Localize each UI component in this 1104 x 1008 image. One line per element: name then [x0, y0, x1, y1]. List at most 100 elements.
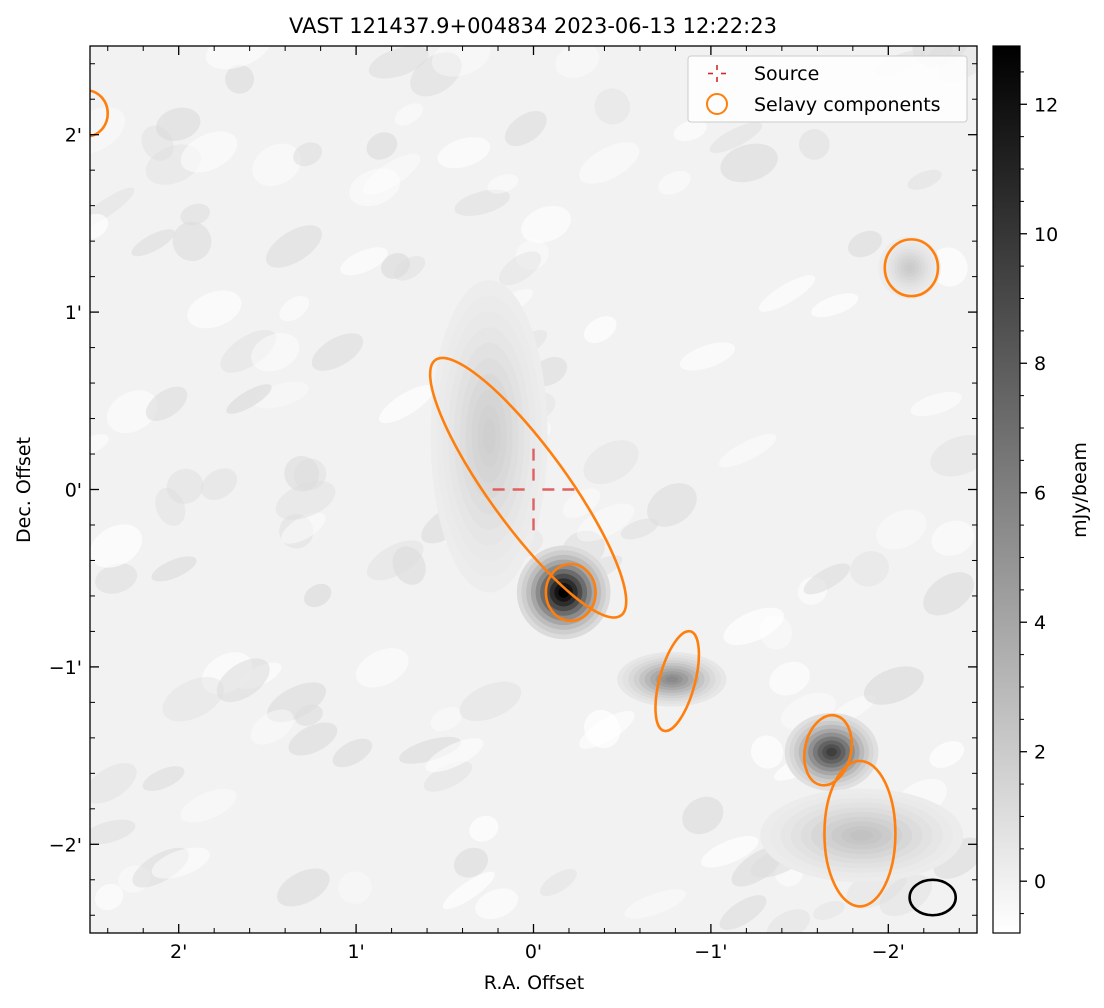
noise-patch	[279, 514, 314, 549]
emission-peak	[482, 418, 496, 455]
noise-patch	[166, 468, 204, 504]
noise-patch	[338, 871, 372, 904]
noise-patch	[469, 815, 499, 842]
noise-patch	[487, 174, 519, 194]
x-tick-label: −2'	[872, 941, 905, 963]
y-tick-label: 0'	[65, 480, 82, 502]
selavy-components-layer	[90, 89, 940, 908]
noise-patch	[201, 468, 238, 501]
source-marker	[487, 443, 580, 536]
noise-patch	[155, 487, 186, 526]
noise-patch	[366, 540, 424, 581]
noise-patch	[151, 847, 210, 879]
colorbar-gradient	[992, 45, 1021, 934]
noise-patch	[475, 888, 519, 920]
noise-patch	[267, 682, 326, 723]
noise-patch	[368, 46, 429, 79]
colorbar-tick-label: 2	[1034, 742, 1046, 764]
noise-patch	[811, 293, 859, 318]
noise-patch	[863, 666, 924, 705]
noise-patch	[381, 253, 411, 279]
noise-patch	[131, 229, 175, 257]
x-axis-label: R.A. Offset	[484, 972, 584, 994]
noise-patch	[423, 761, 473, 792]
figure-title: VAST 121437.9+004834 2023-06-13 12:22:23	[289, 14, 777, 38]
noise-patch	[701, 835, 759, 868]
noise-patch	[284, 455, 320, 492]
noise-patch	[251, 333, 300, 372]
noise-patch	[90, 819, 136, 845]
noise-patch	[562, 488, 601, 519]
noise-patch	[555, 46, 600, 79]
noise-patch	[879, 874, 933, 917]
noise-patch	[459, 681, 522, 722]
noise-patch	[930, 247, 968, 287]
noise-patch	[172, 221, 212, 262]
noise-patch	[180, 131, 238, 173]
noise-patch	[442, 871, 495, 910]
colorbar-tick-label: 12	[1034, 94, 1058, 116]
noise-patch	[340, 247, 388, 276]
selavy-component-ellipse	[428, 356, 628, 619]
noise-patch	[378, 385, 434, 424]
noise-patch	[723, 607, 784, 646]
noise-patch	[813, 901, 845, 920]
noise-patch	[277, 868, 330, 907]
noise-patch	[769, 661, 810, 696]
emission-peak	[906, 264, 914, 272]
noise-patch	[250, 709, 294, 745]
emission-blob	[784, 713, 879, 792]
noise-patch	[594, 88, 631, 125]
emission-blob	[617, 651, 727, 707]
noise-patch	[392, 546, 426, 585]
emission-blob	[878, 236, 941, 299]
colorbar: 0 2 4 6 8 10 12 mJy/beam	[992, 45, 1091, 934]
noise-patch	[766, 909, 811, 933]
legend-label-source: Source	[754, 63, 819, 85]
noise-patch	[281, 512, 326, 544]
legend-source-marker	[708, 65, 726, 82]
noise-patch	[266, 225, 322, 268]
noise-patch	[95, 563, 138, 594]
selavy-component-ellipse	[823, 759, 897, 908]
legend: Source Selavy components	[687, 55, 968, 123]
noise-patch	[275, 480, 336, 520]
noise-patch	[515, 239, 549, 270]
noise-patch	[90, 213, 109, 240]
selavy-component-ellipse	[90, 89, 110, 138]
noise-patch	[205, 46, 271, 70]
noise-patch	[453, 847, 489, 878]
noise-patch	[399, 736, 462, 764]
noise-patch	[910, 391, 962, 417]
noise-patch	[539, 869, 577, 897]
noise-patch	[521, 205, 571, 243]
noise-patch	[850, 551, 889, 587]
selavy-component-ellipse	[883, 238, 940, 298]
noise-patch	[679, 342, 736, 371]
noise-patch	[929, 741, 965, 768]
x-tick-label: −1'	[694, 941, 727, 963]
noise-patch	[583, 440, 639, 485]
noise-patch	[584, 709, 621, 749]
beam-ellipse	[908, 878, 958, 917]
noise-patch	[311, 333, 364, 371]
noise-patch	[220, 329, 277, 373]
noise-patch	[682, 796, 724, 835]
colorbar-tick-label: 8	[1034, 353, 1046, 375]
noise-patch	[498, 251, 542, 286]
beam-layer	[908, 878, 958, 917]
noise-patch	[180, 203, 210, 226]
emission-peak	[850, 830, 874, 841]
selavy-component-ellipse	[654, 629, 701, 733]
colorbar-tick-label: 6	[1034, 483, 1046, 505]
noise-patch	[366, 132, 398, 160]
noise-patch	[576, 503, 635, 542]
noise-patch	[620, 518, 659, 540]
noise-patch	[332, 738, 373, 768]
noise-patch	[226, 384, 272, 414]
noise-patch	[720, 143, 778, 183]
noise-patch	[907, 169, 942, 190]
colorbar-tick-label: 10	[1034, 224, 1058, 246]
noise-patch	[142, 766, 185, 791]
